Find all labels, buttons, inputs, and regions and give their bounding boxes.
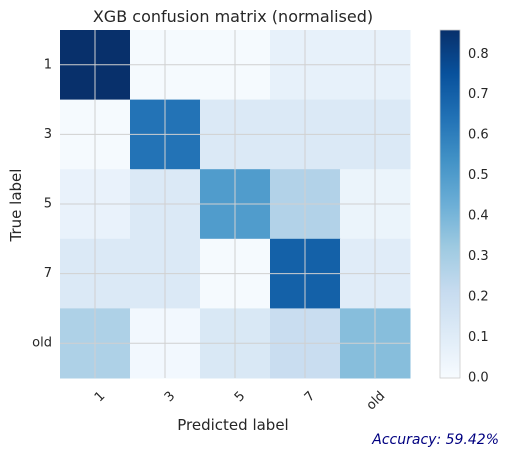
colorbar-tick-label: 0.6 bbox=[468, 128, 489, 143]
gridlines bbox=[60, 30, 410, 378]
colorbar-tick-label: 0.1 bbox=[468, 330, 489, 345]
x-tick-labels: 1 3 5 7 old bbox=[92, 389, 388, 414]
x-axis-label: Predicted label bbox=[177, 416, 288, 434]
y-tick-label: 7 bbox=[44, 266, 52, 281]
colorbar-tick-labels: 0.0 0.1 0.2 0.3 0.4 0.5 0.6 0.7 0.8 bbox=[468, 47, 489, 386]
y-tick-label: 1 bbox=[44, 57, 52, 72]
y-tick-label: 5 bbox=[44, 197, 52, 212]
colorbar-tick-label: 0.0 bbox=[468, 371, 489, 386]
colorbar-tick-label: 0.7 bbox=[468, 87, 489, 102]
y-tick-labels: 1 3 5 7 old bbox=[32, 57, 52, 350]
accuracy-annotation: Accuracy: 59.42% bbox=[372, 432, 499, 448]
y-axis-label: True label bbox=[7, 169, 25, 243]
colorbar bbox=[439, 29, 461, 379]
x-tick-label: 3 bbox=[162, 389, 178, 405]
colorbar-tick-label: 0.2 bbox=[468, 290, 489, 305]
y-tick-label: old bbox=[32, 336, 52, 351]
colorbar-tick-label: 0.4 bbox=[468, 209, 489, 224]
x-tick-label: 5 bbox=[232, 389, 248, 405]
colorbar-tick-label: 0.3 bbox=[468, 249, 489, 264]
chart-title: XGB confusion matrix (normalised) bbox=[93, 7, 373, 26]
x-tick-label: 1 bbox=[92, 389, 108, 405]
y-tick-label: 3 bbox=[44, 127, 52, 142]
colorbar-tick-label: 0.8 bbox=[468, 47, 489, 62]
x-tick-label: 7 bbox=[302, 389, 318, 405]
colorbar-tick-label: 0.5 bbox=[468, 168, 489, 183]
x-tick-label: old bbox=[364, 389, 389, 414]
